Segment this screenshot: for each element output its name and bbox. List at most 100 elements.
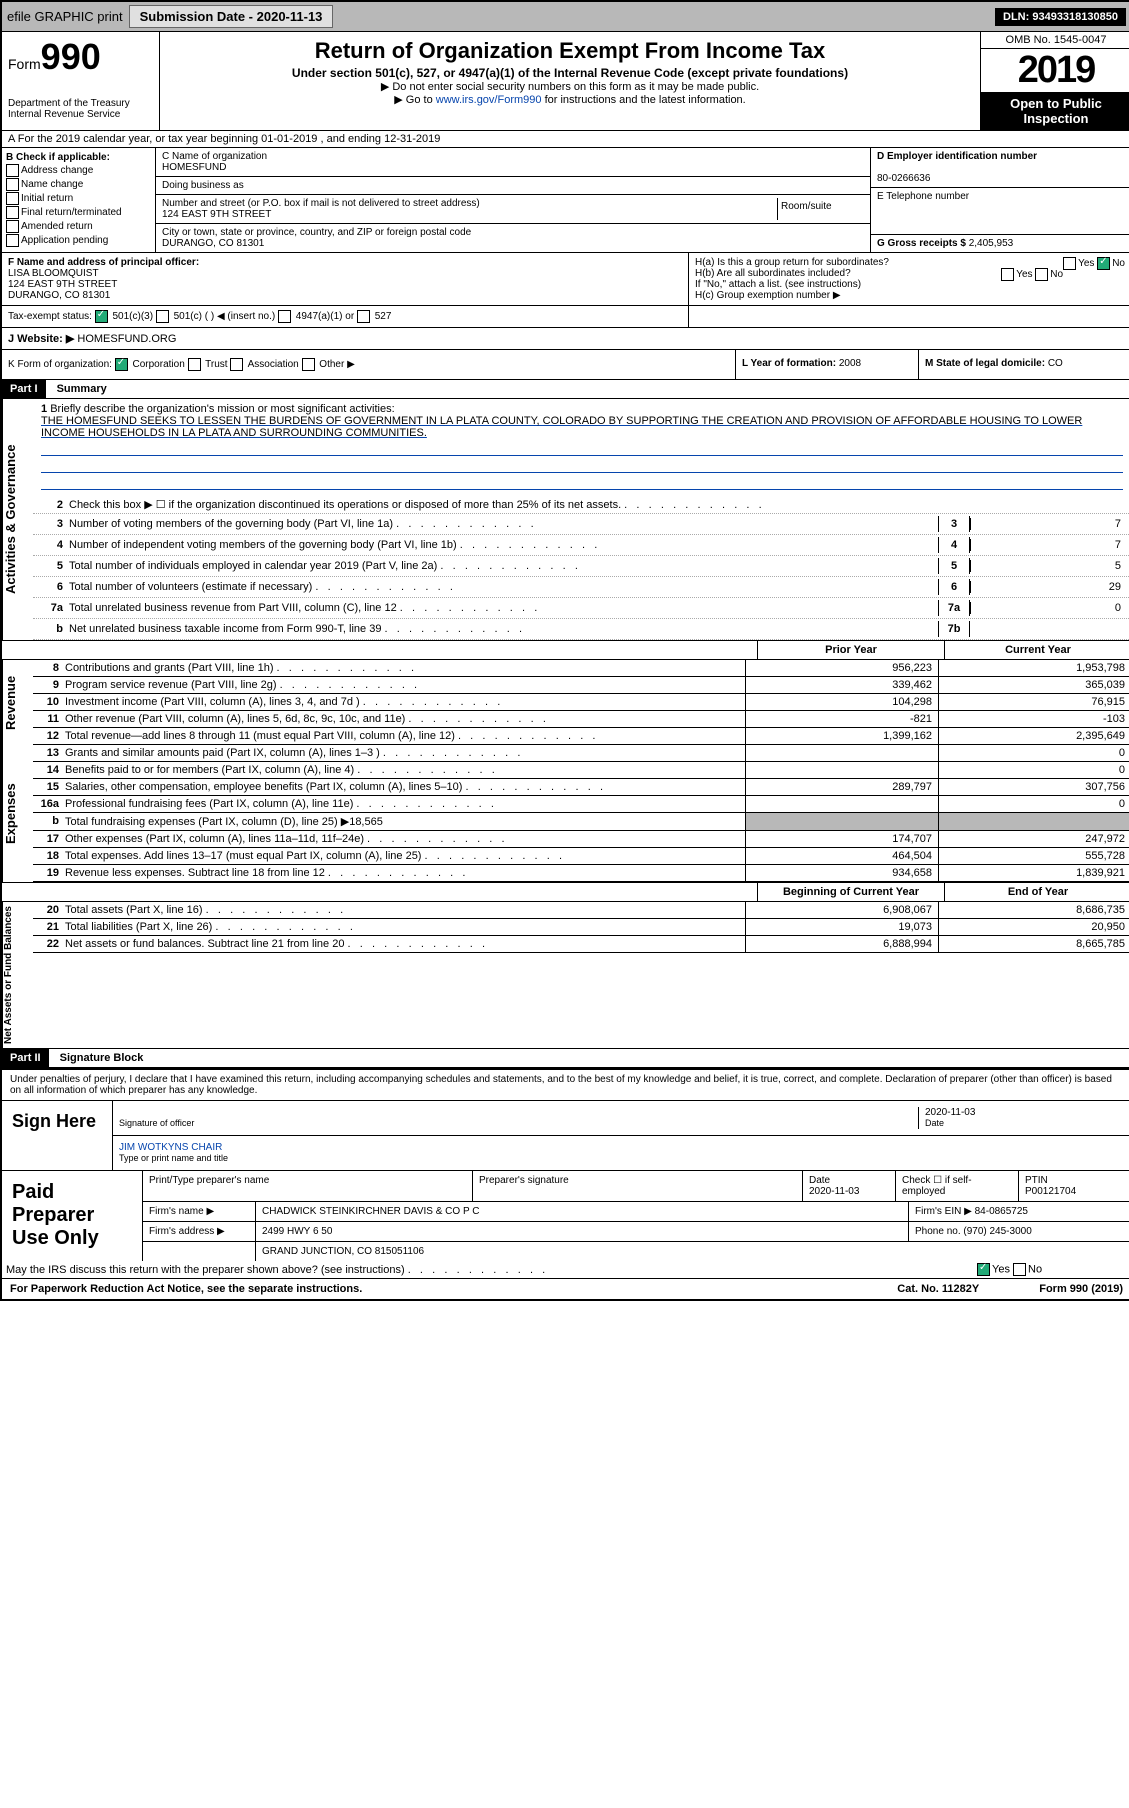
dln-label: DLN: 93493318130850	[995, 8, 1126, 26]
omb-number: OMB No. 1545-0047	[981, 32, 1129, 49]
boy-eoy-header: Beginning of Current Year End of Year	[2, 882, 1129, 902]
tax-status: Tax-exempt status: 501(c)(3) 501(c) ( ) …	[2, 306, 689, 327]
perjury-declaration: Under penalties of perjury, I declare th…	[2, 1070, 1129, 1100]
cb-527[interactable]	[357, 310, 370, 323]
cb-other[interactable]	[302, 358, 315, 371]
col-prior-year: Prior Year	[757, 641, 944, 659]
table-row: 13Grants and similar amounts paid (Part …	[33, 745, 1129, 762]
signature-line: Signature of officer 2020-11-03Date	[113, 1101, 1129, 1136]
officer-addr1: 124 EAST 9TH STREET	[8, 279, 117, 290]
addr-label: Number and street (or P.O. box if mail i…	[162, 198, 777, 209]
gov-line: 2Check this box ▶ ☐ if the organization …	[33, 496, 1129, 514]
firm-name: CHADWICK STEINKIRCHNER DAVIS & CO P C	[256, 1202, 909, 1221]
governance-section: Activities & Governance 1 Briefly descri…	[2, 399, 1129, 640]
paid-preparer-section: Paid Preparer Use Only Print/Type prepar…	[2, 1170, 1129, 1261]
gross-cell: G Gross receipts $ 2,405,953	[871, 235, 1129, 252]
table-row: 9Program service revenue (Part VIII, lin…	[33, 677, 1129, 694]
cb-final-return[interactable]: Final return/terminated	[6, 206, 151, 219]
form-subtitle: Under section 501(c), 527, or 4947(a)(1)…	[164, 66, 976, 80]
phone-cell: E Telephone number	[871, 188, 1129, 235]
gov-side-label: Activities & Governance	[2, 399, 33, 640]
cb-501c[interactable]	[156, 310, 169, 323]
cb-4947[interactable]	[278, 310, 291, 323]
table-row: 22Net assets or fund balances. Subtract …	[33, 936, 1129, 953]
table-row: 8Contributions and grants (Part VIII, li…	[33, 660, 1129, 677]
part1-title: Summary	[49, 380, 115, 398]
cb-address-change[interactable]: Address change	[6, 164, 151, 177]
efile-label: efile GRAPHIC print	[7, 9, 123, 24]
table-row: 21Total liabilities (Part X, line 26)19,…	[33, 919, 1129, 936]
mission-block: 1 Briefly describe the organization's mi…	[33, 399, 1129, 496]
exp-side-label: Expenses	[2, 745, 33, 882]
h-section: H(a) Is this a group return for subordin…	[689, 253, 1129, 305]
row-k-lm: K Form of organization: Corporation Trus…	[2, 350, 1129, 380]
l-year: L Year of formation: 2008	[736, 350, 919, 379]
row-j-website: J Website: ▶ HOMESFUND.ORG	[2, 328, 1129, 350]
rev-side-label: Revenue	[2, 660, 33, 745]
form-header: Form990 Department of the Treasury Inter…	[2, 32, 1129, 131]
revenue-section: Revenue 8Contributions and grants (Part …	[2, 660, 1129, 745]
dba-cell: Doing business as	[156, 177, 870, 195]
h-c: H(c) Group exemption number ▶	[695, 290, 1125, 301]
page-footer: For Paperwork Reduction Act Notice, see …	[2, 1279, 1129, 1299]
expenses-section: Expenses 13Grants and similar amounts pa…	[2, 745, 1129, 882]
section-bcdefg: B Check if applicable: Address change Na…	[2, 148, 1129, 253]
cb-amended[interactable]: Amended return	[6, 220, 151, 233]
part-1-header: Part I Summary	[2, 380, 1129, 399]
form-990-page: efile GRAPHIC print Submission Date - 20…	[0, 0, 1129, 1301]
net-side-label: Net Assets or Fund Balances	[2, 902, 33, 1048]
gov-line: 3Number of voting members of the governi…	[33, 514, 1129, 535]
prep-row-1: Print/Type preparer's name Preparer's si…	[143, 1171, 1129, 1202]
col-current-year: Current Year	[944, 641, 1129, 659]
cb-name-change[interactable]: Name change	[6, 178, 151, 191]
cb-501c3[interactable]	[95, 310, 108, 323]
col-boy: Beginning of Current Year	[757, 883, 944, 901]
k-form-org: K Form of organization: Corporation Trus…	[2, 350, 736, 379]
prep-row-3: Firm's address ▶ 2499 HWY 6 50 Phone no.…	[143, 1222, 1129, 1242]
officer-addr2: DURANGO, CO 81301	[8, 290, 110, 301]
col-c-org: C Name of organization HOMESFUND Doing b…	[156, 148, 871, 252]
submission-date-btn[interactable]: Submission Date - 2020-11-13	[129, 5, 334, 28]
table-row: 12Total revenue—add lines 8 through 11 (…	[33, 728, 1129, 745]
form-title: Return of Organization Exempt From Incom…	[164, 38, 976, 64]
c-name-label: C Name of organization	[162, 151, 864, 162]
cb-corp[interactable]	[115, 358, 128, 371]
cb-assoc[interactable]	[230, 358, 243, 371]
cb-discuss-no[interactable]	[1013, 1263, 1026, 1276]
d-label: D Employer identification number	[877, 151, 1037, 162]
org-address: 124 EAST 9TH STREET	[162, 209, 777, 220]
org-name: HOMESFUND	[162, 162, 864, 173]
irs-link[interactable]: www.irs.gov/Form990	[436, 94, 542, 106]
org-city: DURANGO, CO 81301	[162, 238, 864, 249]
ein-cell: D Employer identification number 80-0266…	[871, 148, 1129, 188]
table-row: 15Salaries, other compensation, employee…	[33, 779, 1129, 796]
part2-title: Signature Block	[52, 1049, 152, 1067]
part-2-header: Part II Signature Block	[2, 1049, 1129, 1068]
sign-here-label: Sign Here	[2, 1101, 113, 1170]
table-row: 14Benefits paid to or for members (Part …	[33, 762, 1129, 779]
tax-year: 2019	[981, 49, 1129, 92]
prep-row-4: GRAND JUNCTION, CO 815051106	[143, 1242, 1129, 1261]
cb-trust[interactable]	[188, 358, 201, 371]
table-row: 18Total expenses. Add lines 13–17 (must …	[33, 848, 1129, 865]
cb-pending[interactable]: Application pending	[6, 234, 151, 247]
table-row: bTotal fundraising expenses (Part IX, co…	[33, 813, 1129, 831]
header-right: OMB No. 1545-0047 2019 Open to Public In…	[980, 32, 1129, 130]
part1-badge: Part I	[2, 380, 46, 398]
signature-block: Under penalties of perjury, I declare th…	[2, 1068, 1129, 1279]
city-cell: City or town, state or province, country…	[156, 224, 870, 252]
officer-signed-name[interactable]: JIM WOTKYNS CHAIR	[119, 1142, 222, 1153]
firm-address: 2499 HWY 6 50	[256, 1222, 909, 1241]
open-inspection: Open to Public Inspection	[981, 92, 1129, 130]
cb-initial-return[interactable]: Initial return	[6, 192, 151, 205]
top-bar: efile GRAPHIC print Submission Date - 20…	[2, 2, 1129, 32]
f-label: F Name and address of principal officer:	[8, 257, 199, 268]
blank-line	[41, 441, 1123, 456]
h-b: H(b) Are all subordinates included? Yes …	[695, 268, 1125, 279]
cb-discuss-yes[interactable]	[977, 1263, 990, 1276]
prior-current-header: Prior Year Current Year	[2, 640, 1129, 660]
table-row: 19Revenue less expenses. Subtract line 1…	[33, 865, 1129, 882]
blank-line	[41, 475, 1123, 490]
header-title: Return of Organization Exempt From Incom…	[160, 32, 980, 130]
org-name-cell: C Name of organization HOMESFUND	[156, 148, 870, 177]
